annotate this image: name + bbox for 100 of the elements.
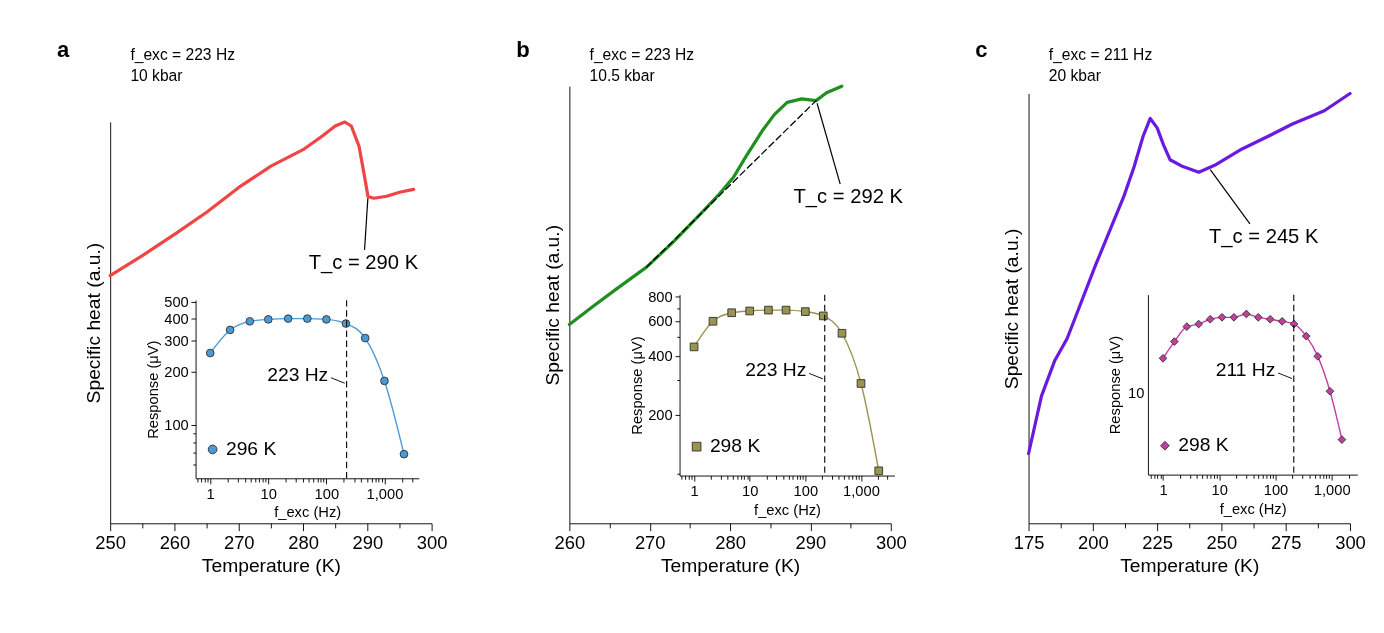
text: f_exc = 211 Hz (1048, 46, 1153, 65)
point (1313, 352, 1323, 361)
y-axis-title: Specific heat (a.u.) (1001, 228, 1023, 390)
x-axis-title: Temperature (K) (201, 554, 341, 576)
legend-label: 298 K (1178, 434, 1229, 456)
x-tick-label: 10 (260, 485, 277, 502)
x-tick-label: 1,000 (1313, 482, 1351, 499)
y-axis-title: Response (μV) (1106, 335, 1123, 435)
x-tick-label: 300 (416, 531, 448, 553)
point (1182, 322, 1192, 331)
x-tick-label: 200 (1078, 531, 1109, 553)
point (874, 466, 884, 476)
x-tick-label: 300 (875, 531, 907, 553)
text: b (516, 36, 530, 62)
text: f_exc = 223 Hz (589, 46, 695, 65)
x-axis-title: Temperature (K) (660, 554, 801, 576)
legend-label: 296 K (225, 437, 277, 459)
y-tick-label: 800 (648, 288, 673, 305)
point (205, 348, 215, 358)
x-tick-label: 300 (1335, 531, 1366, 553)
y-axis-title: Specific heat (a.u.) (82, 242, 104, 404)
y-tick-label: 600 (648, 313, 673, 330)
y-tick-label: 100 (164, 417, 189, 434)
point (1253, 313, 1263, 322)
x-axis-title: f_exc (Hz) (274, 504, 342, 521)
y-tick-label: 400 (164, 310, 189, 327)
point (1242, 309, 1251, 319)
y-tick-label: 200 (164, 364, 189, 381)
point (856, 379, 866, 388)
y-axis-title: Specific heat (a.u.) (541, 224, 563, 386)
x-tick-label: 290 (795, 531, 827, 553)
x-tick-label: 275 (1270, 531, 1302, 553)
text: a (56, 36, 70, 62)
point (1217, 313, 1227, 322)
x-axis-title: f_exc (Hz) (1219, 500, 1287, 517)
point (1277, 317, 1287, 326)
text: f_exc = 223 Hz (130, 46, 236, 65)
point (1337, 435, 1347, 444)
x-tick-label: 10 (741, 483, 759, 500)
text: 10 kbar (130, 66, 183, 84)
x-tick-label: 280 (715, 531, 746, 553)
x-tick-label: 175 (1013, 531, 1045, 553)
point (689, 342, 699, 352)
point (1265, 314, 1275, 324)
annotation: T_c = 292 K (793, 185, 904, 209)
annotation: T_c = 245 K (1208, 225, 1319, 249)
x-tick-label: 1 (206, 485, 215, 502)
legend-label: 298 K (709, 435, 761, 457)
point (727, 308, 737, 318)
point (781, 305, 791, 315)
point (303, 314, 312, 323)
point (283, 314, 293, 323)
y-tick-label: 200 (648, 406, 673, 423)
x-tick-label: 290 (352, 531, 384, 553)
x-tick-label: 280 (288, 531, 319, 553)
x-axis-title: Temperature (K) (1120, 554, 1260, 576)
x-tick-label: 250 (1206, 531, 1238, 553)
x-tick-label: 100 (314, 485, 340, 502)
ref-line-label: 223 Hz (267, 363, 329, 385)
text: c (975, 36, 988, 62)
point (837, 328, 847, 338)
point (1325, 386, 1335, 396)
point (764, 305, 773, 315)
x-axis-title: f_exc (Hz) (754, 501, 821, 518)
x-tick-label: 100 (793, 483, 819, 500)
point (1170, 337, 1179, 346)
point (745, 306, 754, 316)
x-tick-label: 260 (159, 531, 191, 553)
text: 20 kbar (1048, 66, 1101, 84)
y-tick-label: 300 (164, 332, 189, 349)
text: 10.5 kbar (589, 66, 655, 84)
point (1229, 313, 1239, 322)
x-tick-label: 270 (223, 531, 255, 553)
y-axis-title: Response (μV) (628, 336, 645, 435)
point (322, 315, 331, 324)
point (380, 376, 389, 386)
y-axis-title: Response (μV) (144, 340, 161, 439)
x-tick-label: 1,000 (366, 485, 404, 502)
point (264, 315, 273, 324)
x-tick-label: 1 (690, 483, 699, 500)
y-tick-label: 500 (164, 293, 189, 310)
annotation: T_c = 290 K (308, 251, 419, 275)
point (225, 325, 235, 335)
point (245, 317, 255, 326)
point (818, 311, 828, 321)
point (801, 307, 810, 316)
ref-line-label: 211 Hz (1215, 358, 1276, 380)
x-tick-label: 250 (95, 531, 126, 553)
point (1301, 331, 1311, 341)
point (1158, 354, 1168, 363)
y-tick-label: 400 (648, 347, 673, 364)
x-tick-label: 260 (554, 531, 586, 553)
point (360, 333, 370, 343)
ref-line-label: 223 Hz (745, 359, 807, 381)
x-tick-label: 10 (1211, 482, 1228, 499)
annotation: 10 (1127, 384, 1145, 401)
x-tick-label: 1,000 (843, 483, 880, 500)
x-tick-label: 270 (634, 531, 666, 553)
x-tick-label: 225 (1142, 531, 1173, 553)
point (399, 449, 409, 459)
